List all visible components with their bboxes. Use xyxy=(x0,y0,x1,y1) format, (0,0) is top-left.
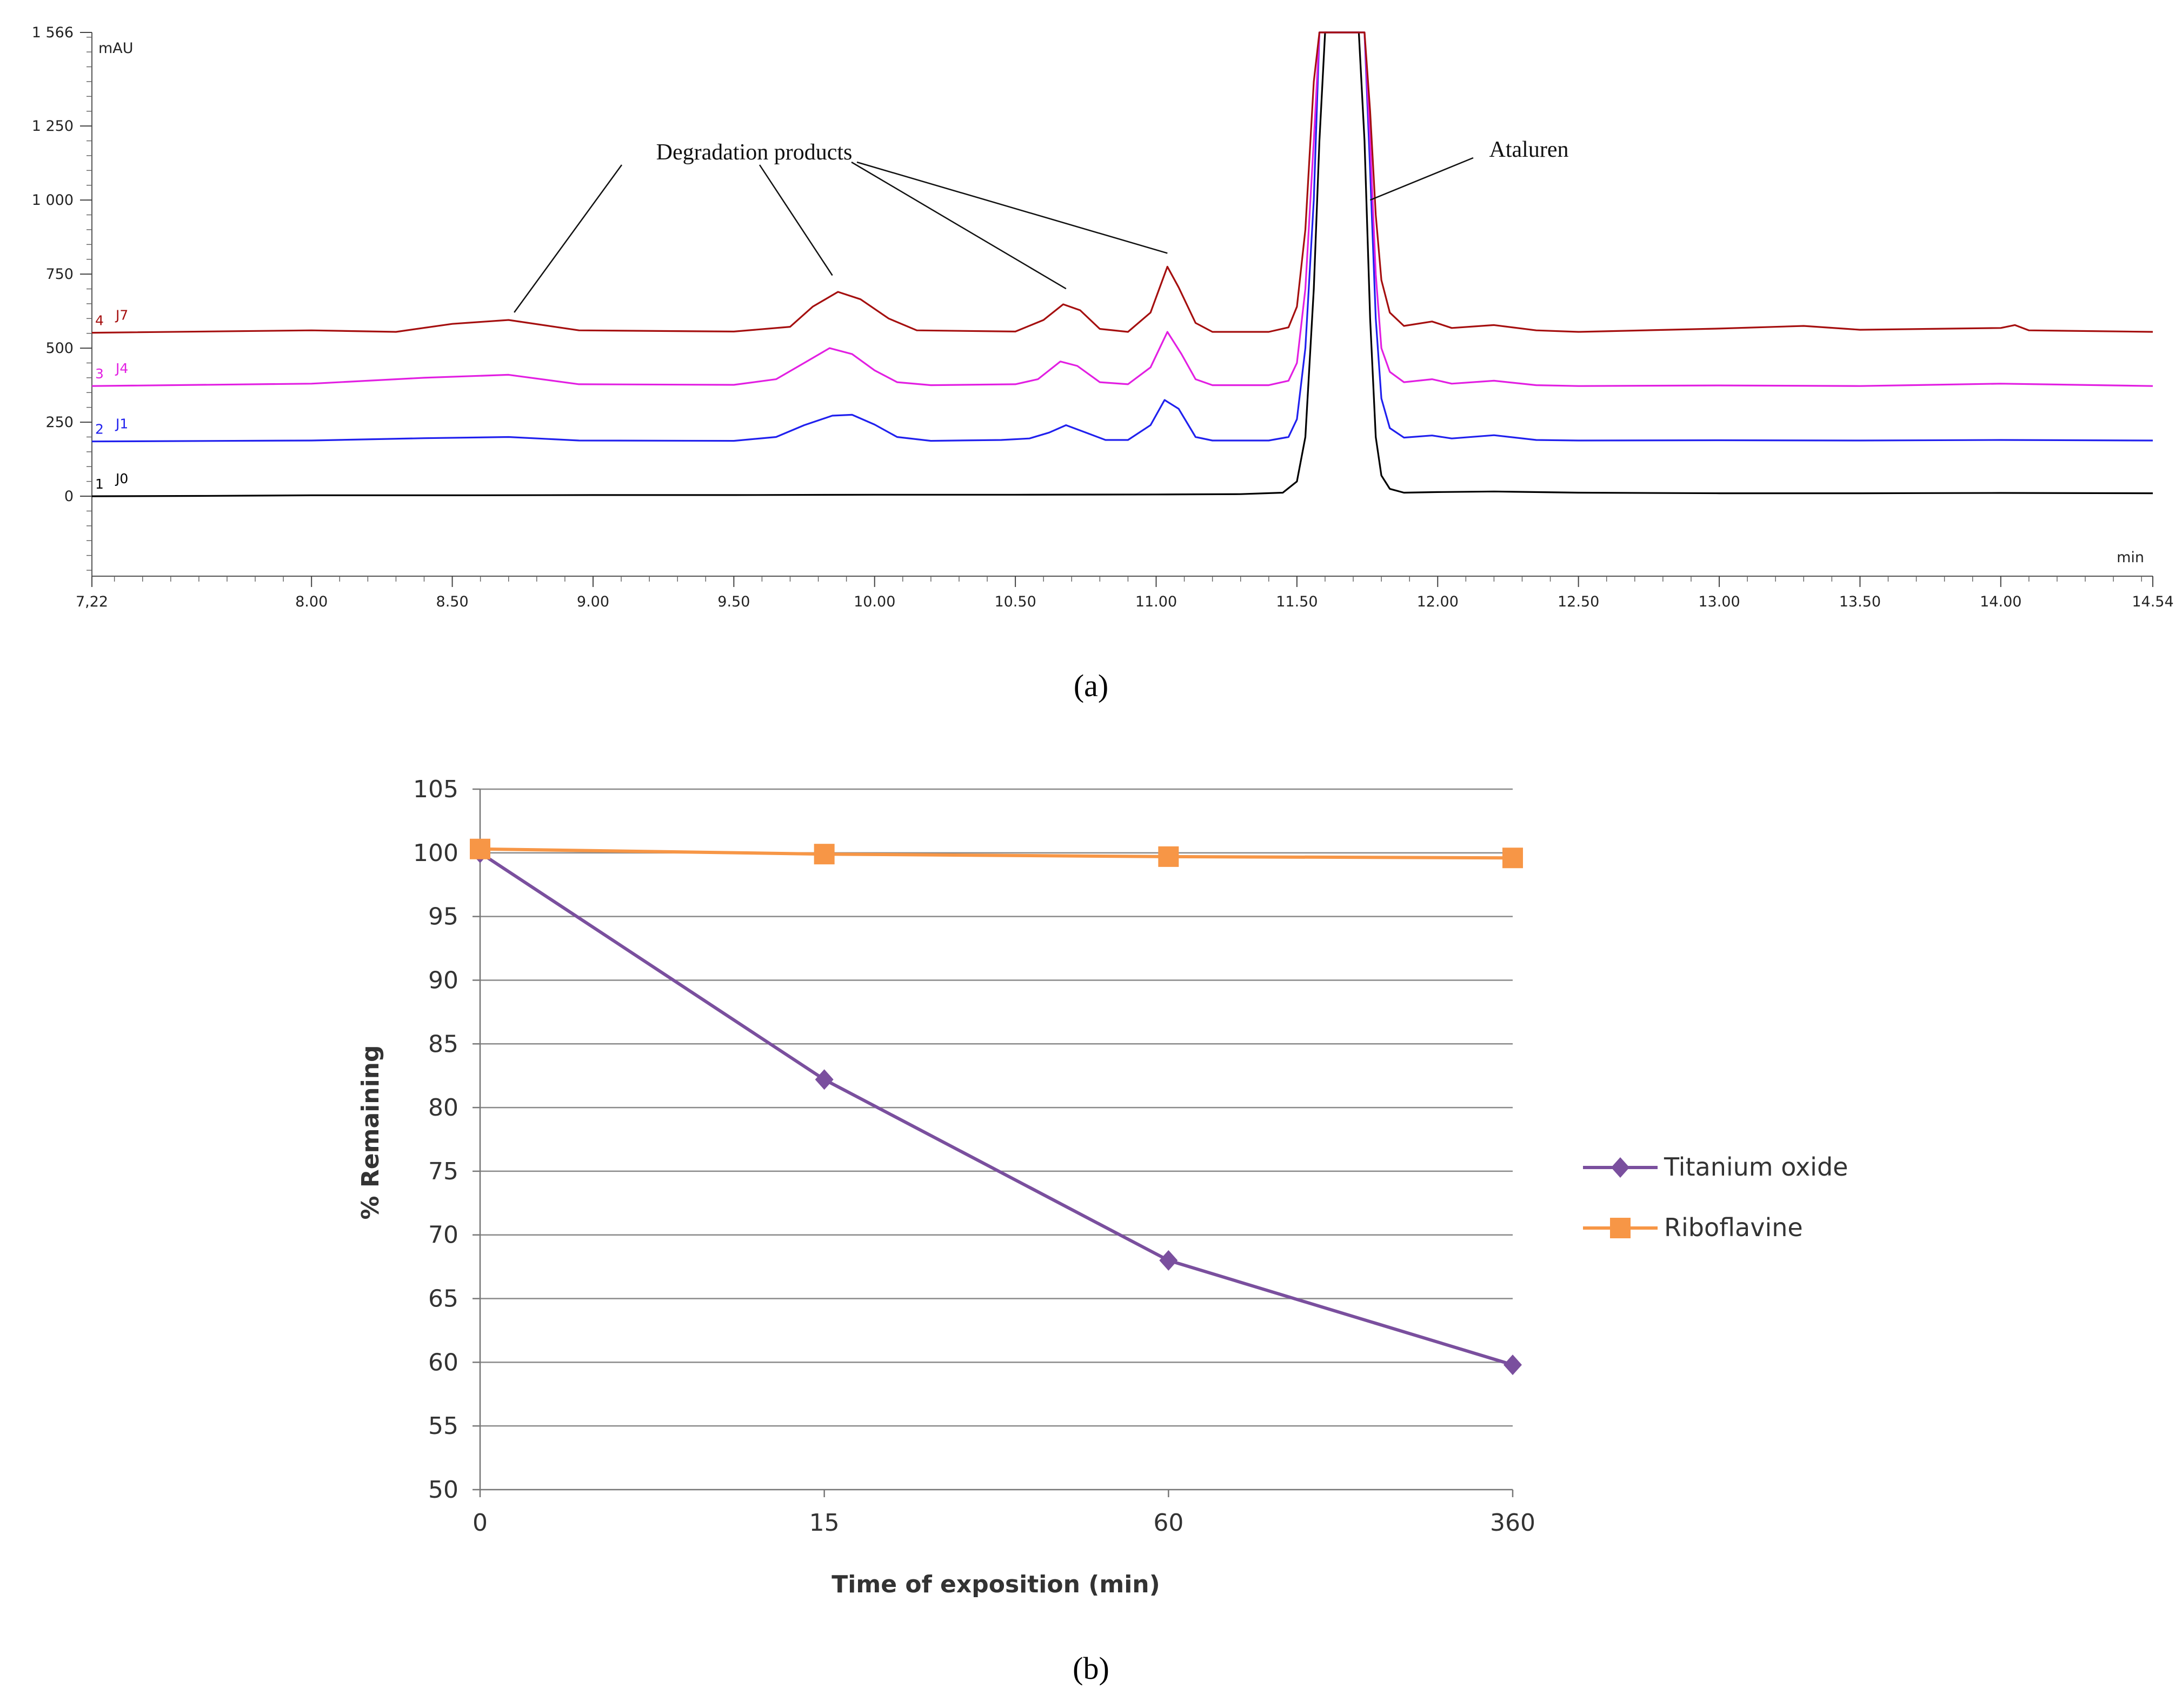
trace-name-label: J4 xyxy=(115,361,128,376)
x-tick-label: 11.50 xyxy=(1276,593,1318,610)
riboflavine-point xyxy=(470,838,490,859)
degradation-pointer-line xyxy=(514,164,623,313)
y-tick-label: 105 xyxy=(413,776,458,803)
y-tick-label: 750 xyxy=(45,266,74,283)
y-tick-label: 1 000 xyxy=(32,192,74,209)
y-axis-title: % Remaining xyxy=(357,1045,384,1220)
x-tick-label: 8.50 xyxy=(436,593,469,610)
trace-index-label: 3 xyxy=(95,366,104,382)
y-tick-label: 80 xyxy=(428,1094,458,1122)
trace-j4 xyxy=(91,31,2153,387)
remaining-chart-y-axis: 50 55 60 65 70 75 80 85 90 95 100 105 xyxy=(413,776,480,1504)
x-tick-label: 9.00 xyxy=(577,593,609,610)
chromatogram-plot-area xyxy=(91,32,2153,586)
remaining-chart-legend: Titanium oxide Riboflavine xyxy=(1583,1152,1848,1242)
y-tick-label: 0 xyxy=(64,488,74,505)
x-tick-label: 60 xyxy=(1153,1509,1183,1537)
y-tick-label: 1 250 xyxy=(32,118,74,135)
trace-index-label: 2 xyxy=(95,422,104,437)
y-tick-label: 100 xyxy=(413,839,458,867)
ataluren-pointer-line xyxy=(1369,157,1474,201)
x-tick-label: 13.50 xyxy=(1839,593,1881,610)
degradation-products-annotation: Degradation products xyxy=(656,140,853,165)
titanium-oxide-point xyxy=(1159,1250,1178,1271)
x-tick-label: 10.00 xyxy=(854,593,895,610)
y-tick-label: 500 xyxy=(45,340,74,357)
trace-name-label: J0 xyxy=(115,471,128,486)
y-tick-label: 50 xyxy=(428,1476,458,1504)
x-tick-label: 8.00 xyxy=(295,593,328,610)
chromatogram-y-axis: 0 250 500 750 1 000 1 250 1 566 xyxy=(32,24,92,571)
x-unit-label: min xyxy=(2117,549,2144,566)
chromatogram-x-axis: 7,22 8.00 8.50 9.00 9.50 10.00 10.50 11.00 11.50… xyxy=(76,576,2174,610)
y-tick-label: 60 xyxy=(428,1349,458,1376)
x-tick-label: 14.00 xyxy=(1980,593,2021,610)
chromatogram-traces: 1 J0 2 J1 3 J4 4 J7 xyxy=(91,31,2153,497)
x-tick-label: 11.00 xyxy=(1135,593,1177,610)
remaining-chart-gridlines xyxy=(479,788,1513,1491)
titanium-oxide-point xyxy=(1504,1355,1522,1376)
x-tick-label: 13.00 xyxy=(1698,593,1740,610)
legend-marker-titanium-oxide xyxy=(1611,1157,1629,1178)
x-tick-label: 12.50 xyxy=(1558,593,1599,610)
x-tick-label: 0 xyxy=(473,1509,488,1537)
remaining-chart-x-axis: 0 15 60 360 xyxy=(473,1490,1535,1537)
riboflavine-point xyxy=(814,844,835,865)
x-tick-label: 15 xyxy=(809,1509,840,1537)
titanium-oxide-point xyxy=(815,1069,834,1090)
y-tick-label: 70 xyxy=(428,1222,458,1249)
x-tick-label: 10.50 xyxy=(994,593,1036,610)
y-tick-label: 85 xyxy=(428,1030,458,1058)
x-tick-label: 12.00 xyxy=(1417,593,1459,610)
panel-a-label: (a) xyxy=(1074,668,1108,703)
remaining-chart-series xyxy=(470,838,1523,1376)
y-tick-label: 55 xyxy=(428,1412,458,1440)
trace-j7 xyxy=(91,31,2153,334)
x-tick-label: 14.54 xyxy=(2132,593,2173,610)
legend-marker-riboflavine xyxy=(1610,1218,1631,1238)
chromatogram-annotations: Degradation products Ataluren xyxy=(514,137,1569,313)
y-tick-label: 250 xyxy=(45,414,74,431)
trace-name-label: J1 xyxy=(115,416,128,432)
y-unit-label: mAU xyxy=(98,40,134,57)
x-tick-label: 7,22 xyxy=(76,593,108,610)
ataluren-annotation: Ataluren xyxy=(1489,137,1569,162)
degradation-pointer-line xyxy=(851,161,1067,290)
panel-b-label: (b) xyxy=(1073,1651,1109,1686)
remaining-chart-panel: 50 55 60 65 70 75 80 85 90 95 100 105 0 15 60 360 Time… xyxy=(357,776,1848,1598)
y-tick-label: 65 xyxy=(428,1285,458,1313)
legend-label-titanium-oxide: Titanium oxide xyxy=(1664,1152,1848,1182)
degradation-pointer-line xyxy=(759,164,833,276)
trace-index-label: 1 xyxy=(95,476,104,492)
y-tick-label: 90 xyxy=(428,966,458,994)
y-tick-label: 95 xyxy=(428,903,458,931)
riboflavine-line xyxy=(480,847,1513,860)
riboflavine-point xyxy=(1158,846,1179,867)
trace-index-label: 4 xyxy=(95,313,104,329)
titanium-oxide-line xyxy=(479,851,1513,1366)
riboflavine-point xyxy=(1502,848,1523,869)
trace-name-label: J7 xyxy=(115,308,128,323)
x-tick-label: 360 xyxy=(1490,1509,1535,1537)
trace-j1 xyxy=(91,31,2153,443)
y-tick-label: 1 566 xyxy=(32,24,74,41)
x-axis-title: Time of exposition (min) xyxy=(831,1571,1160,1598)
y-tick-label: 75 xyxy=(428,1158,458,1185)
chromatogram-panel: mAU min 0 250 500 750 1 000 1 250 1 566 7,22 8.… xyxy=(32,24,2174,610)
degradation-pointer-line xyxy=(856,161,1168,254)
legend-label-riboflavine: Riboflavine xyxy=(1664,1213,1803,1242)
x-tick-label: 9.50 xyxy=(717,593,750,610)
trace-j0 xyxy=(91,31,2153,497)
